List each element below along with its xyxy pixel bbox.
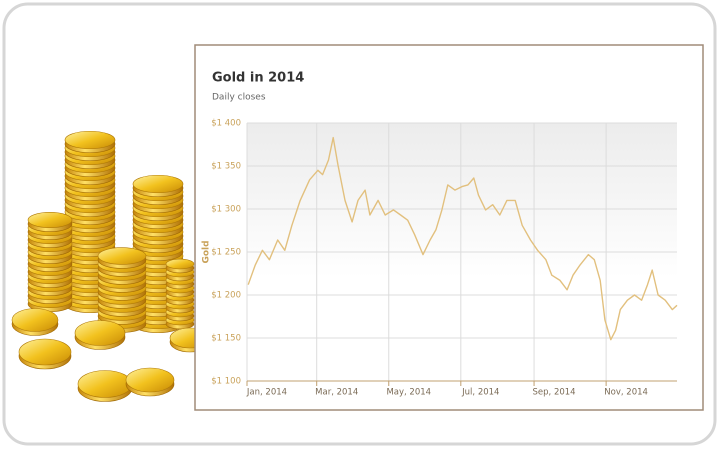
coin xyxy=(125,367,175,393)
y-tick-label: $1 250 xyxy=(211,248,241,258)
coin xyxy=(132,174,184,194)
coin xyxy=(11,308,59,332)
y-tick-label: $1 400 xyxy=(211,119,241,129)
x-tick-label: Jan, 2014 xyxy=(246,388,287,398)
y-tick-label: $1 100 xyxy=(211,377,241,387)
chart-subtitle: Daily closes xyxy=(212,93,266,103)
coin xyxy=(77,370,133,398)
x-tick-label: May, 2014 xyxy=(386,388,431,398)
coin xyxy=(97,247,147,265)
coin xyxy=(64,130,116,150)
y-tick-label: $1 350 xyxy=(211,162,241,172)
coin xyxy=(165,258,195,270)
price-line xyxy=(247,136,678,341)
coin-illustration xyxy=(11,130,211,402)
x-tick-label: Sep, 2014 xyxy=(533,388,576,398)
y-tick-label: $1 300 xyxy=(211,205,241,215)
y-axis-label: Gold xyxy=(202,240,212,263)
y-tick-label: $1 150 xyxy=(211,334,241,344)
x-tick-label: Jul, 2014 xyxy=(461,388,499,398)
x-tick-label: Mar, 2014 xyxy=(315,388,358,398)
coin xyxy=(27,212,73,229)
y-tick-label: $1 200 xyxy=(211,291,241,301)
chart-title: Gold in 2014 xyxy=(212,71,304,86)
coin xyxy=(74,320,126,346)
coin xyxy=(18,338,72,366)
x-tick-label: Nov, 2014 xyxy=(604,388,648,398)
